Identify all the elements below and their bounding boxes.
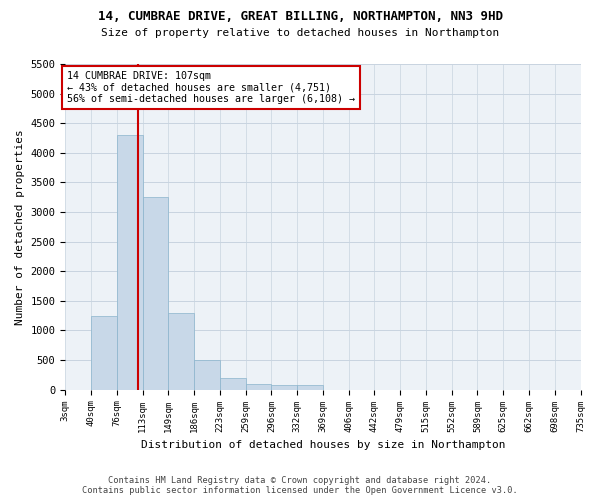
- Bar: [194, 360, 220, 390]
- X-axis label: Distribution of detached houses by size in Northampton: Distribution of detached houses by size …: [140, 440, 505, 450]
- Text: 14 CUMBRAE DRIVE: 107sqm
← 43% of detached houses are smaller (4,751)
56% of sem: 14 CUMBRAE DRIVE: 107sqm ← 43% of detach…: [67, 71, 355, 104]
- Text: Contains HM Land Registry data © Crown copyright and database right 2024.
Contai: Contains HM Land Registry data © Crown c…: [82, 476, 518, 495]
- Bar: [143, 197, 169, 390]
- Bar: [245, 384, 271, 390]
- Bar: [271, 386, 297, 390]
- Text: Size of property relative to detached houses in Northampton: Size of property relative to detached ho…: [101, 28, 499, 38]
- Bar: [169, 312, 194, 390]
- Y-axis label: Number of detached properties: Number of detached properties: [15, 129, 25, 324]
- Bar: [91, 316, 117, 390]
- Text: 14, CUMBRAE DRIVE, GREAT BILLING, NORTHAMPTON, NN3 9HD: 14, CUMBRAE DRIVE, GREAT BILLING, NORTHA…: [97, 10, 503, 23]
- Bar: [117, 135, 143, 390]
- Bar: [297, 386, 323, 390]
- Bar: [220, 378, 245, 390]
